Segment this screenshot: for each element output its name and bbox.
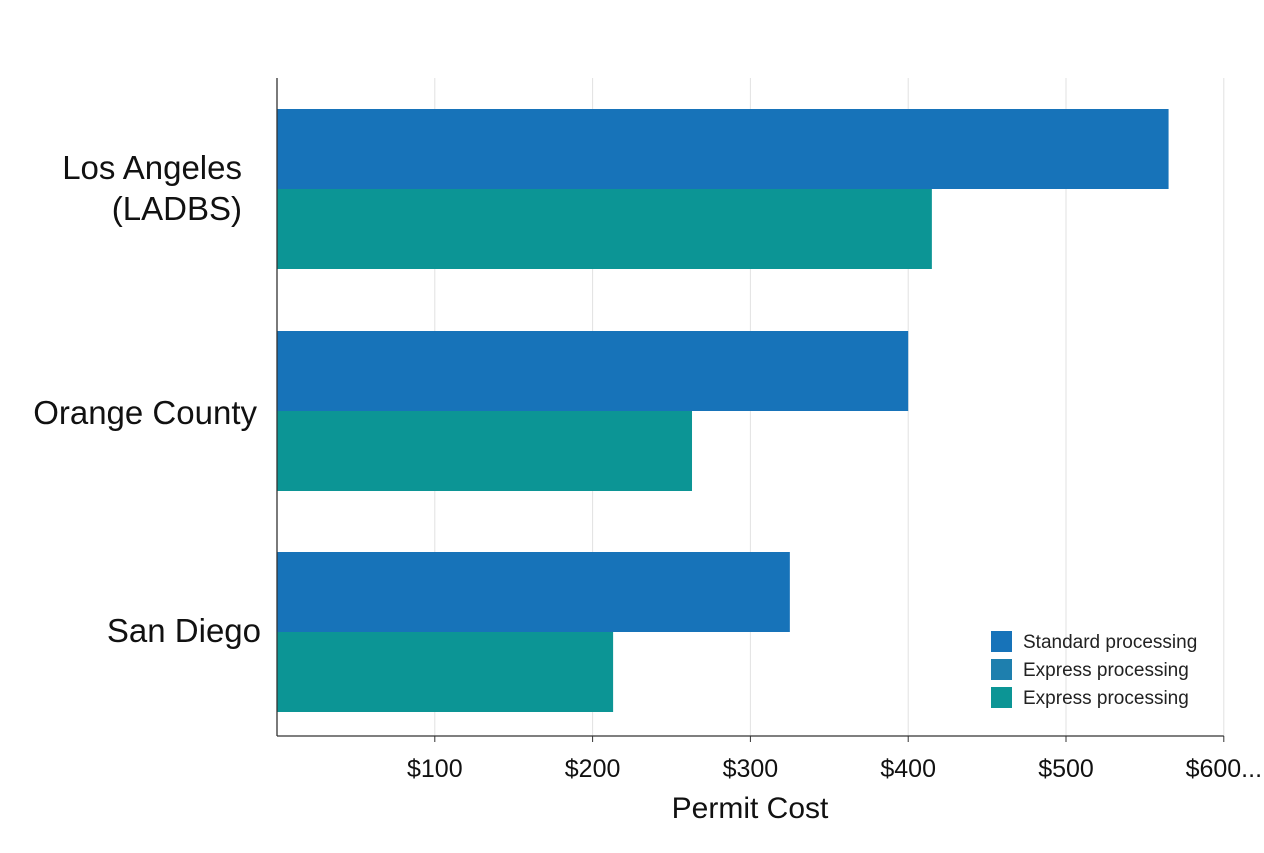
x-tick-label: $100: [407, 755, 463, 783]
x-tick-label: $500: [1038, 755, 1094, 783]
legend-swatch: [991, 687, 1012, 708]
legend-swatch: [991, 659, 1012, 680]
x-tick-label: $200: [565, 755, 621, 783]
x-axis-title: Permit Cost: [672, 792, 829, 825]
bar-standard-0: [277, 109, 1169, 189]
bar-express-1: [277, 411, 693, 491]
category-labels: Los Angeles (LADBS) Orange County San Diego: [33, 149, 261, 649]
legend: Standard processing Express processing Exp…: [991, 631, 1197, 709]
category-label: Los Angeles: [62, 149, 242, 186]
bar-standard-1: [277, 331, 909, 411]
category-label: San Diego: [107, 612, 261, 649]
category-label: (LADBS): [112, 190, 242, 227]
bar-standard-2: [277, 552, 790, 632]
axes: [276, 78, 1225, 742]
x-tick-labels: $100 $200 $300 $400 $500 $600...: [407, 755, 1262, 783]
category-label: Orange County: [33, 394, 257, 431]
legend-label: Express processing: [1023, 660, 1189, 681]
bar-express-0: [277, 189, 932, 269]
legend-swatch: [991, 631, 1012, 652]
x-tick-label: $300: [723, 755, 779, 783]
legend-label: Express processing: [1023, 688, 1189, 709]
x-tick-label: $400: [880, 755, 936, 783]
bars: [277, 109, 1169, 712]
bar-express-2: [277, 632, 614, 712]
x-tick-label: $600...: [1186, 755, 1262, 783]
legend-label: Standard processing: [1023, 632, 1197, 653]
